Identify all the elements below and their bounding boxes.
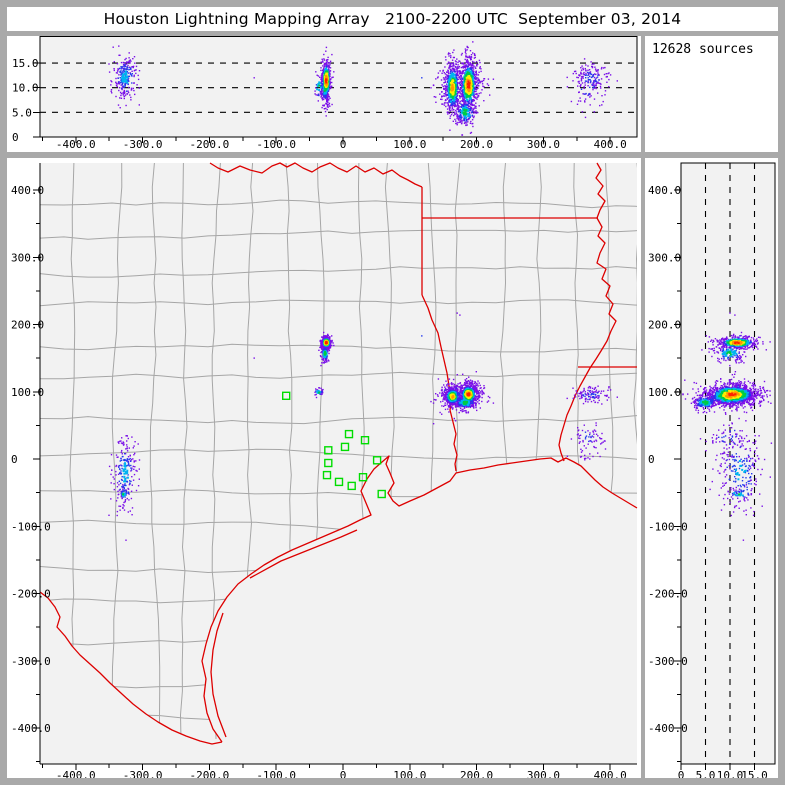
svg-text:15.0: 15.0 xyxy=(12,57,39,70)
svg-text:-400.0: -400.0 xyxy=(56,138,96,151)
station-square xyxy=(282,391,291,401)
axes xyxy=(674,162,776,770)
altitude-vs-north-panel: 0 5.0 10.0 15.0 400.0 300.0 200.0 100.0 0 -100.0-… xyxy=(645,158,778,778)
lightning-dots xyxy=(682,312,775,541)
svg-text:-300.0: -300.0 xyxy=(11,655,51,668)
svg-text:100.0: 100.0 xyxy=(11,386,44,399)
station-square xyxy=(377,489,386,499)
altitude-gridlines xyxy=(704,163,756,764)
svg-text:5.0: 5.0 xyxy=(12,106,32,119)
plan-view-map-plot[interactable]: -400.0 -300.0 -200.0 -100.0 0 100.0 200.0 300.0… xyxy=(7,158,641,778)
station-square xyxy=(334,477,344,487)
svg-text:400.0: 400.0 xyxy=(594,769,627,778)
tick-labels: 0 5.0 10.015.0400.0300.0200.0100.00-100.0-… xyxy=(648,184,768,778)
svg-text:10.0: 10.0 xyxy=(12,82,39,95)
svg-text:0: 0 xyxy=(11,453,18,466)
altitude-vs-north-plot[interactable]: 0 5.0 10.015.0400.0300.0200.0100.00-100.0-… xyxy=(645,158,778,778)
station-square xyxy=(324,458,333,468)
plot-background xyxy=(40,36,637,137)
svg-text:0: 0 xyxy=(12,131,19,144)
svg-text:-100.0: -100.0 xyxy=(256,138,296,151)
svg-text:300.0: 300.0 xyxy=(527,769,560,778)
svg-text:-200.0: -200.0 xyxy=(11,588,51,601)
svg-text:-400.0: -400.0 xyxy=(56,769,96,778)
svg-text:0: 0 xyxy=(340,769,347,778)
altitude-vs-east-plot[interactable]: -400.0 -300.0 -200.0 -100.0 0 100.0 200.0 300.0… xyxy=(7,36,641,152)
axes xyxy=(33,163,637,770)
svg-text:200.0: 200.0 xyxy=(460,138,493,151)
svg-text:-300.0: -300.0 xyxy=(123,769,163,778)
svg-text:-200.0: -200.0 xyxy=(190,138,230,151)
page-title: Houston Lightning Mapping Array 2100-220… xyxy=(103,10,682,28)
plan-view-map-panel: -400.0 -300.0 -200.0 -100.0 0 100.0 200.0 300.0… xyxy=(7,158,641,778)
red-river xyxy=(209,162,423,188)
title-bar: Houston Lightning Mapping Array 2100-220… xyxy=(7,7,778,31)
sources-count-label: 12628 sources xyxy=(652,42,754,57)
coastline xyxy=(201,455,638,743)
svg-text:400.0: 400.0 xyxy=(594,138,627,151)
coastal-spit xyxy=(249,529,358,579)
svg-text:-200.0: -200.0 xyxy=(190,769,230,778)
svg-text:-300.0: -300.0 xyxy=(123,138,163,151)
svg-text:400.0: 400.0 xyxy=(11,184,44,197)
tick-labels: -400.0 -300.0 -200.0 -100.0 0 100.0 200.0 300.0… xyxy=(11,184,627,778)
barrier-island xyxy=(210,612,227,738)
svg-text:100.0: 100.0 xyxy=(393,138,426,151)
state-borders xyxy=(39,162,638,745)
station-square xyxy=(322,470,332,480)
station-square xyxy=(372,456,382,465)
tick-labels: -400.0 -300.0 -200.0 -100.0 0 100.0 200.0 300.0… xyxy=(12,57,627,151)
sources-count-panel: 12628 sources xyxy=(645,36,778,152)
svg-text:200.0: 200.0 xyxy=(11,319,44,332)
station-square xyxy=(360,436,370,445)
station-square xyxy=(358,473,368,482)
station-square xyxy=(324,446,333,455)
svg-text:-100.0: -100.0 xyxy=(11,520,51,533)
svg-text:200.0: 200.0 xyxy=(460,769,493,778)
rio-grande xyxy=(39,591,223,745)
lightning-dots xyxy=(108,312,618,541)
plot-background xyxy=(40,163,637,764)
svg-text:100.0: 100.0 xyxy=(393,769,426,778)
station-square xyxy=(347,481,356,491)
svg-text:0: 0 xyxy=(340,138,347,151)
station-markers xyxy=(282,391,386,499)
svg-text:300.0: 300.0 xyxy=(11,251,44,264)
svg-text:-100.0: -100.0 xyxy=(256,769,296,778)
station-square xyxy=(340,442,350,452)
station-square xyxy=(344,429,354,439)
svg-text:-400.0: -400.0 xyxy=(11,722,51,735)
mississippi-river xyxy=(558,162,617,462)
plot-background xyxy=(681,163,775,764)
svg-text:300.0: 300.0 xyxy=(527,138,560,151)
lightning-dots xyxy=(108,41,618,136)
altitude-vs-east-panel: -400.0 -300.0 -200.0 -100.0 0 100.0 200.0 300.0… xyxy=(7,36,641,152)
axes xyxy=(33,36,638,143)
